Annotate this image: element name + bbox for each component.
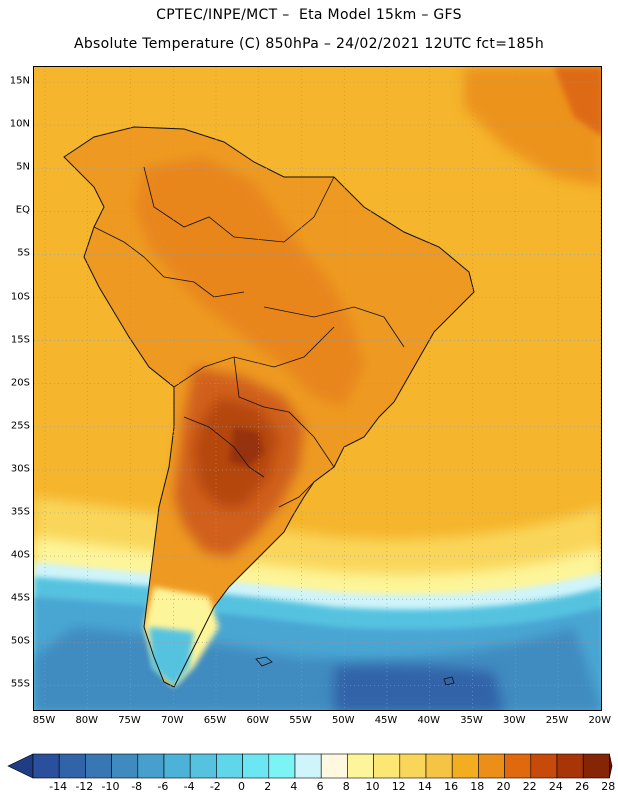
lat-label: 40S <box>10 549 30 561</box>
colorbar-tick-label: 18 <box>470 780 485 793</box>
warm-interior <box>134 157 364 407</box>
colorbar-segment <box>582 753 610 779</box>
colorbar-tick-label: 26 <box>575 780 590 793</box>
colorbar-segment <box>32 753 60 779</box>
colorbar-segment <box>85 753 112 779</box>
lat-label: 15S <box>10 334 30 346</box>
colorbar-tick-label: 12 <box>391 780 406 793</box>
colorbar-tick-label: -6 <box>157 780 169 793</box>
chart-title-line-2: Absolute Temperature (C) 850hPa – 24/02/… <box>73 36 545 52</box>
lon-label: 55W <box>289 715 312 726</box>
colorbar-segment <box>347 753 374 779</box>
colorbar-segment <box>478 753 505 779</box>
lon-label: 45W <box>374 715 398 726</box>
country-borders <box>93 166 405 508</box>
colorbar-tick-label: 6 <box>316 780 324 793</box>
lon-label: 60W <box>246 715 270 726</box>
colorbar-segment <box>189 753 217 779</box>
temperature-field <box>34 67 601 710</box>
colorbar-tick-label: 28 <box>601 780 616 793</box>
colorbar-tick-label: -8 <box>131 780 143 793</box>
colorbar-segment <box>504 753 532 779</box>
colorbar-tick-label: 10 <box>365 780 380 793</box>
lat-label: 20S <box>10 377 30 389</box>
lat-label: 5S <box>17 247 30 259</box>
colorbar-tick-label: -14 <box>49 780 68 793</box>
colorbar-segment <box>58 753 86 779</box>
colorbar-segment <box>111 753 139 779</box>
lat-label: 25S <box>10 420 30 432</box>
lon-label: 25W <box>545 715 569 726</box>
colorbar-tick-label: 0 <box>238 780 245 793</box>
lat-label: 45S <box>10 592 30 604</box>
colorbar-tick-label: 4 <box>290 780 298 793</box>
coastline <box>63 126 475 688</box>
colorbar-segment <box>163 753 191 779</box>
lon-label: 80W <box>75 715 99 726</box>
lat-label: 10N <box>9 118 30 130</box>
lat-label: 10S <box>10 291 30 302</box>
colorbar-segment <box>530 753 558 779</box>
colorbar-high-end <box>609 753 613 779</box>
lon-label: 20W <box>588 715 612 726</box>
colorbar-segment <box>399 753 427 779</box>
lon-label: 70W <box>160 715 184 726</box>
lat-label: 50S <box>10 635 30 647</box>
peak-core <box>229 427 264 467</box>
lat-label: 30S <box>10 463 30 475</box>
falkland-islands <box>255 656 273 667</box>
lon-label: 35W <box>460 715 483 726</box>
colorbar-tick-label: -2 <box>209 780 221 793</box>
colorbar-low-end <box>7 753 34 779</box>
temperature-map[interactable] <box>33 66 602 711</box>
lat-label: 15N <box>9 75 30 87</box>
colorbar-tick-label: 24 <box>548 780 563 793</box>
colorbar-segment <box>373 753 401 779</box>
colorbar-tick-label: 14 <box>417 780 432 793</box>
lon-label: 40W <box>417 715 441 726</box>
lat-label: 35S <box>10 506 30 518</box>
south-georgia-island <box>443 676 455 686</box>
colorbar-segment <box>451 753 479 779</box>
colorbar-tick-label: 20 <box>496 780 511 793</box>
colorbar-segment <box>137 753 165 779</box>
lat-label: 55S <box>10 678 30 690</box>
colorbar-tick-label: 22 <box>522 780 537 793</box>
colorbar-segment <box>242 753 270 779</box>
colorbar-segment <box>556 753 584 779</box>
chart-title-line-1: CPTEC/INPE/MCT – Eta Model 15km – GFS <box>156 7 462 23</box>
colorbar-tick-label: -4 <box>183 780 195 793</box>
northeast-hot-patch <box>554 67 601 136</box>
lat-label: EQ <box>15 204 30 216</box>
lat-lon-grid <box>34 67 601 710</box>
colorbar-tick-label: -12 <box>75 780 94 793</box>
colorbar-segment <box>425 753 453 779</box>
colorbar-tick-label: 16 <box>444 780 459 793</box>
lon-label: 75W <box>118 715 141 726</box>
coldest-patch <box>334 665 504 710</box>
lon-label: 50W <box>331 715 355 726</box>
colorbar-segment <box>268 753 296 779</box>
colorbar-segment <box>294 753 322 779</box>
colorbar-tick-label: 8 <box>342 780 350 793</box>
lon-label: 85W <box>32 715 56 726</box>
colorbar-tick-label: 2 <box>264 780 272 793</box>
colorbar-tick-label: -10 <box>101 780 120 793</box>
lon-label: 65W <box>203 715 227 726</box>
lat-label: 5N <box>16 161 30 173</box>
colorbar-segment <box>320 753 348 779</box>
colorbar-segment <box>216 753 243 779</box>
lon-label: 30W <box>502 715 526 726</box>
